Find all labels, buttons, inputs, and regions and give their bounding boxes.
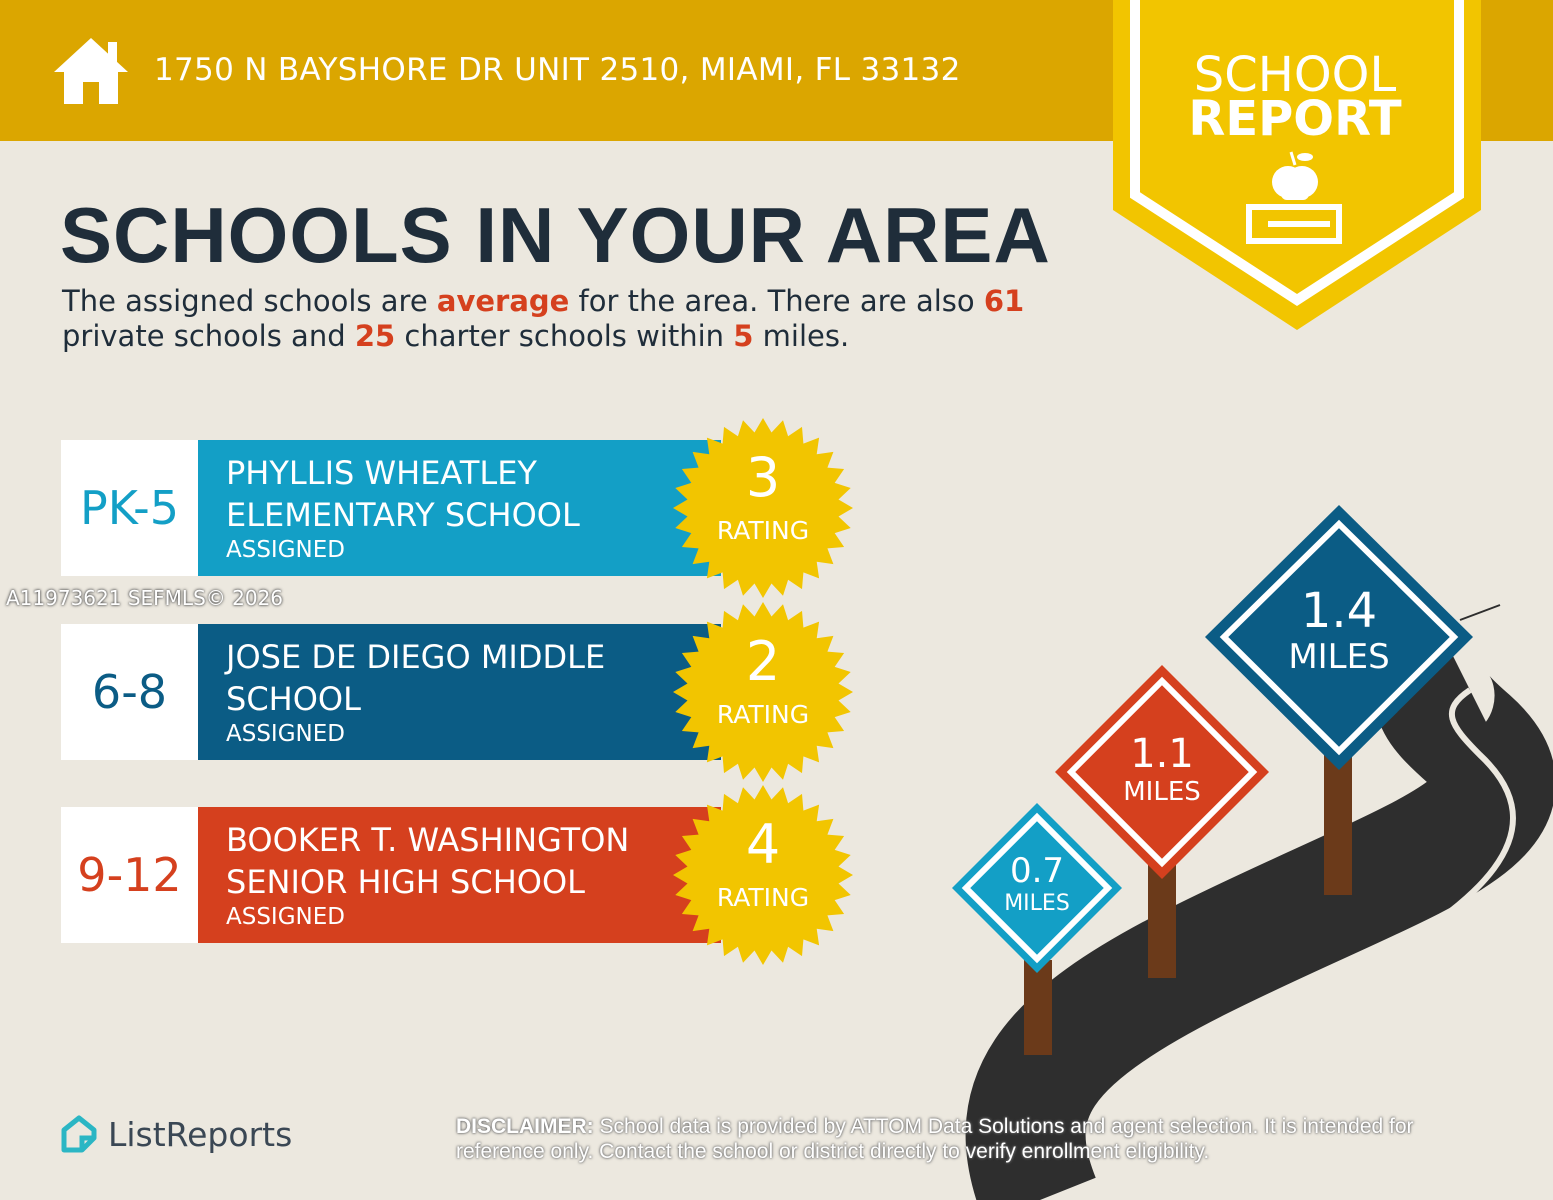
sign-1-1-miles xyxy=(1055,665,1269,879)
sign-label-1-4: 1.4 MILES xyxy=(1288,583,1390,677)
house-icon xyxy=(54,38,128,104)
sign-label-0-7: 0.7 MILES xyxy=(1004,851,1070,916)
school-name: BOOKER T. WASHINGTON SENIOR HIGH SCHOOL xyxy=(226,821,630,901)
rating-badge: 2 RATING xyxy=(673,602,853,782)
grade-range: PK-5 xyxy=(61,440,198,576)
starburst-shape xyxy=(673,418,853,598)
property-address: 1750 N BAYSHORE DR UNIT 2510, MIAMI, FL … xyxy=(154,52,961,88)
listreports-logo-icon xyxy=(61,1115,97,1153)
mls-watermark: A11973621 SEFMLS© 2026 xyxy=(6,586,284,610)
grade-range: 6-8 xyxy=(61,624,198,760)
school-status: ASSIGNED xyxy=(226,537,345,563)
grade-range: 9-12 xyxy=(61,807,198,943)
school-name: PHYLLIS WHEATLEY ELEMENTARY SCHOOL xyxy=(226,454,580,534)
school-row: PK-5 PHYLLIS WHEATLEY ELEMENTARY SCHOOL … xyxy=(61,440,721,576)
sign-0-7-miles xyxy=(952,803,1122,973)
listreports-logo: ListReports xyxy=(60,1114,292,1154)
school-row: 6-8 JOSE DE DIEGO MIDDLE SCHOOL ASSIGNED xyxy=(61,624,721,760)
rating-badge: 4 RATING xyxy=(673,785,853,965)
starburst-shape xyxy=(673,785,853,965)
school-row: 9-12 BOOKER T. WASHINGTON SENIOR HIGH SC… xyxy=(61,807,721,943)
school-report-badge xyxy=(1113,0,1481,330)
school-status: ASSIGNED xyxy=(226,904,345,930)
apple-on-book-icon xyxy=(1246,151,1342,244)
disclaimer: DISCLAIMER: School data is provided by A… xyxy=(456,1115,1414,1163)
badge-line1: SCHOOL xyxy=(1193,47,1397,103)
sign-label-1-1: 1.1 MILES xyxy=(1123,731,1201,807)
school-info: JOSE DE DIEGO MIDDLE SCHOOL ASSIGNED xyxy=(198,624,721,760)
sign-1-4-miles xyxy=(1205,505,1473,770)
school-info: BOOKER T. WASHINGTON SENIOR HIGH SCHOOL … xyxy=(198,807,721,943)
page-title: SCHOOLS IN YOUR AREA xyxy=(60,191,1051,279)
school-info: PHYLLIS WHEATLEY ELEMENTARY SCHOOL ASSIG… xyxy=(198,440,721,576)
rating-badge: 3 RATING xyxy=(673,418,853,598)
school-name: JOSE DE DIEGO MIDDLE SCHOOL xyxy=(226,638,606,718)
badge-line2: REPORT xyxy=(1188,91,1402,147)
school-status: ASSIGNED xyxy=(226,721,345,747)
intro-text: The assigned schools are average for the… xyxy=(62,284,1025,353)
starburst-shape xyxy=(673,602,853,782)
